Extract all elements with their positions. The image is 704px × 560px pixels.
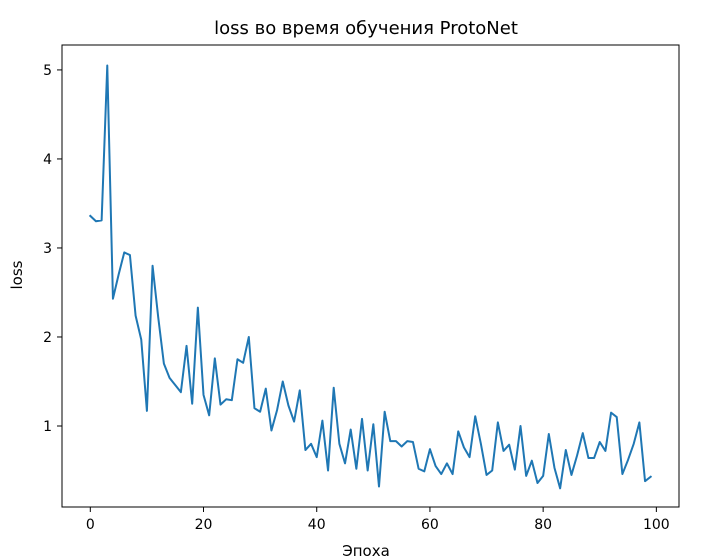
- x-tick-label: 100: [643, 517, 670, 533]
- y-tick-label: 5: [43, 63, 52, 79]
- x-tick-label: 80: [534, 517, 552, 533]
- series-line-0: [88, 64, 653, 490]
- y-tick-label: 4: [43, 152, 52, 168]
- x-axis-ticks: 0 20 40 60 80 100: [86, 507, 670, 533]
- plot-frame: [61, 44, 680, 508]
- y-tick-label: 2: [43, 330, 52, 346]
- y-tick-label: 3: [43, 241, 52, 257]
- x-tick-label: 60: [421, 517, 439, 533]
- x-tick-label: 0: [86, 517, 95, 533]
- x-tick-label: 20: [195, 517, 213, 533]
- chart-title: loss во время обучения ProtoNet: [214, 18, 518, 39]
- y-axis-ticks: 1 2 3 4 5: [43, 63, 62, 435]
- x-tick-label: 40: [308, 517, 326, 533]
- plot-area: [61, 44, 680, 508]
- x-axis-label: Эпоха: [342, 542, 390, 560]
- y-tick-label: 1: [43, 419, 52, 435]
- y-axis-label: loss: [8, 260, 26, 289]
